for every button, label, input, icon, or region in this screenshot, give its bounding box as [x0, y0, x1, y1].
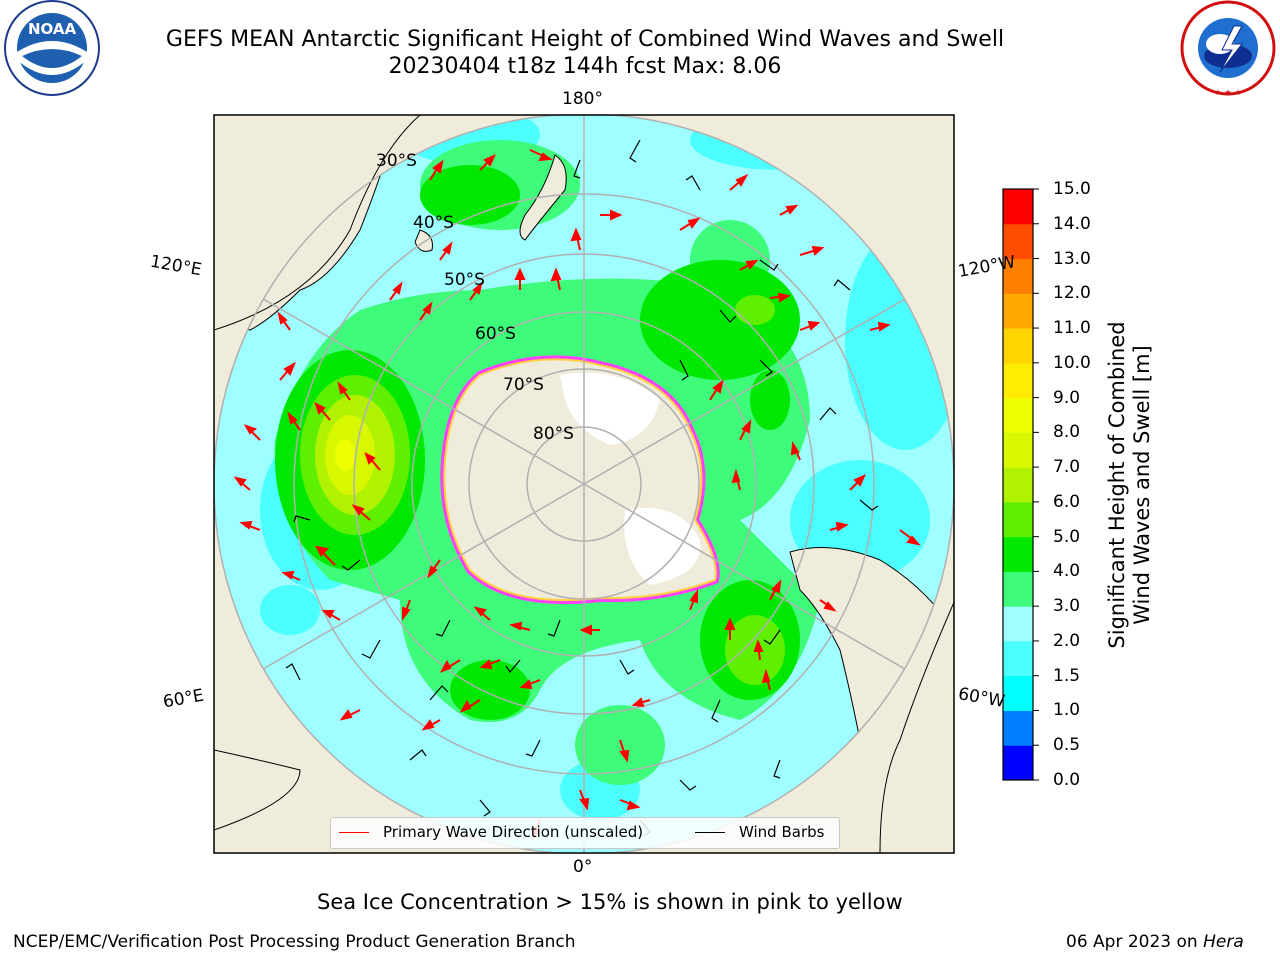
lat-label-40s: 40°S [413, 213, 454, 233]
colorbar-tick-label: 6.0 [1053, 491, 1081, 512]
lon-label-180: 180° [562, 89, 603, 109]
footer-date-text: 06 Apr 2023 on [1066, 932, 1204, 952]
colorbar-segment [1003, 328, 1033, 364]
sea-ice-note: Sea Ice Concentration > 15% is shown in … [317, 890, 903, 914]
colorbar-segment [1003, 501, 1033, 538]
colorbar-segment [1003, 467, 1033, 503]
map-legend: Primary Wave Direction (unscaled) Wind B… [330, 817, 840, 849]
primary-wave-swatch [339, 832, 369, 833]
nws-logo-icon: ★ ★ ★ [1180, 0, 1276, 97]
colorbar-tick-label: 1.0 [1053, 700, 1081, 721]
colorbar-tick-label: 13.0 [1053, 248, 1091, 269]
colorbar-tick-label: 5.0 [1053, 526, 1081, 547]
colorbar-label-line1: Significant Height of Combined [1105, 321, 1129, 649]
colorbar-segment [1003, 189, 1033, 225]
colorbar-segment [1003, 258, 1033, 294]
lat-label-60s: 60°S [475, 324, 516, 344]
colorbar-segment [1003, 606, 1033, 642]
colorbar-tick-label: 15.0 [1053, 179, 1091, 199]
wave-arrows [233, 149, 921, 841]
colorbar-tick-label: 0.5 [1053, 735, 1081, 756]
primary-wave-label: Primary Wave Direction (unscaled) [383, 823, 644, 841]
colorbar-segment [1003, 710, 1033, 746]
colorbar-segment [1003, 432, 1033, 468]
lat-label-50s: 50°S [444, 270, 485, 290]
colorbar-segment [1003, 223, 1033, 260]
colorbar-tick-label: 0.0 [1053, 770, 1081, 790]
colorbar-tick-label: 2.0 [1053, 630, 1081, 651]
chart-title: GEFS MEAN Antarctic Significant Height o… [165, 27, 1005, 52]
colorbar-segment [1003, 397, 1033, 433]
colorbar-tick-label: 11.0 [1053, 318, 1091, 339]
map-frame [213, 114, 955, 854]
chart-subtitle: 20230404 t18z 144h fcst Max: 8.06 [388, 54, 782, 79]
colorbar-tick-label: 12.0 [1053, 283, 1091, 304]
colorbar-tick-label: 10.0 [1053, 352, 1091, 373]
noaa-logo-text: NOAA [28, 20, 77, 38]
colorbar-tick-label: 4.0 [1053, 561, 1081, 582]
colorbar-segment [1003, 745, 1033, 781]
colorbar-segment [1003, 536, 1033, 572]
footer-host: Hera [1203, 932, 1244, 952]
lat-label-80s: 80°S [533, 424, 574, 444]
colorbar [1003, 188, 1039, 781]
colorbar-label: Significant Height of Combined Wind Wave… [1105, 321, 1155, 648]
graticule [214, 115, 954, 853]
colorbar-tick-label: 14.0 [1053, 213, 1091, 234]
colorbar-label-line2: Wind Waves and Swell [m] [1130, 345, 1154, 625]
lat-label-70s: 70°S [503, 375, 544, 395]
colorbar-segment [1003, 571, 1033, 607]
lat-label-30s: 30°S [376, 151, 417, 171]
colorbar-tick-label: 1.5 [1053, 665, 1081, 686]
wind-barbs-label: Wind Barbs [739, 823, 825, 841]
footer-credit: NCEP/EMC/Verification Post Processing Pr… [13, 932, 576, 952]
wind-barbs-swatch [695, 832, 725, 833]
svg-text:★ ★ ★: ★ ★ ★ [1214, 88, 1241, 97]
colorbar-segment [1003, 362, 1033, 399]
colorbar-tick-label: 9.0 [1053, 387, 1081, 408]
colorbar-segment [1003, 675, 1033, 711]
lon-label-0: 0° [573, 857, 593, 877]
colorbar-tick-label: 7.0 [1053, 457, 1081, 478]
colorbar-segment [1003, 640, 1033, 677]
noaa-logo-icon: NOAA [4, 0, 100, 96]
footer-date: 06 Apr 2023 on Hera [1066, 932, 1244, 952]
colorbar-tick-label: 8.0 [1053, 422, 1081, 443]
colorbar-segment [1003, 293, 1033, 329]
colorbar-tick-label: 3.0 [1053, 596, 1081, 617]
